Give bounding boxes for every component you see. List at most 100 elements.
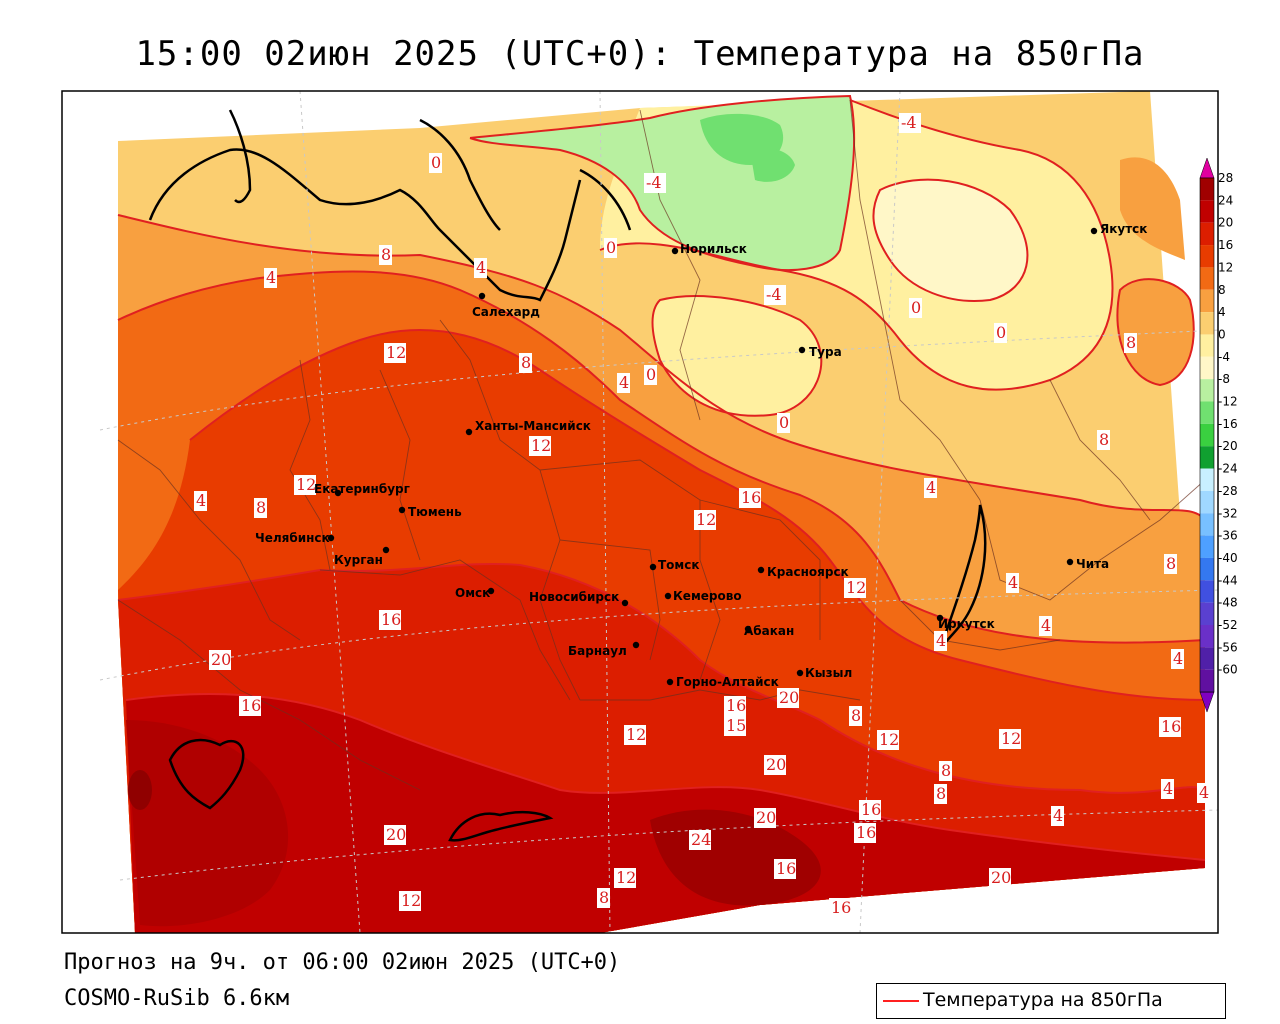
city-dot [478,292,486,300]
city-dot [1090,227,1098,235]
city-dot [632,641,640,649]
city-label: Красноярск [767,565,849,579]
city-dot [334,489,342,497]
city-label: Иркутск [938,617,995,631]
colorbar-tick-label: -60 [1218,663,1238,677]
isotherm-label-bg [617,373,630,393]
colorbar-swatch [1200,647,1214,670]
isotherm-label-bg [239,696,261,716]
isotherm-label: 16 [831,898,851,917]
isotherm-label-bg [1164,554,1177,574]
city-label: Кызыл [805,666,852,680]
colorbar-tick-label: 16 [1218,238,1233,252]
city-dot [671,247,679,255]
city-dot [465,428,473,436]
isotherm-label: 0 [911,298,921,317]
isotherm-label: 16 [1161,717,1181,736]
colorbar-swatch [1200,401,1214,424]
city-dot [664,592,672,600]
isotherm-label-bg [924,478,937,498]
temperature-field [118,91,1205,933]
colorbar-swatch [1200,178,1214,201]
isotherm-label: 4 [619,373,629,392]
isotherm-label-bg [399,891,421,911]
isotherm-label-bg [777,688,799,708]
model-footer: COSMO-RuSib 6.6км [64,986,290,1011]
graticule [99,91,1218,933]
city-dot [1066,558,1074,566]
colorbar-tick-label: -56 [1218,640,1238,654]
isotherm-label: 4 [936,631,946,650]
city-dot [757,566,765,574]
colorbar-tick-label: 4 [1218,305,1226,319]
colorbar-swatch [1200,289,1214,313]
legend: Температура на 850гПа [876,983,1226,1019]
isotherm-label: 4 [926,478,936,497]
isotherm-label-bg [604,238,617,258]
colorbar-tick-label: 12 [1218,260,1233,274]
isotherm-label-bg [1171,649,1184,669]
isotherm-label: 8 [1099,430,1109,449]
isotherm-label-bg [999,729,1021,749]
colorbar-tick-label: -48 [1218,596,1238,610]
isotherm-label: 4 [1199,783,1209,802]
isotherm-label-bg [644,365,657,385]
colorbar-swatch [1200,490,1214,514]
city-label: Кемерово [673,589,742,603]
isotherm-label: 12 [386,343,406,362]
city-dot [382,546,390,554]
isotherm-label-bg [989,868,1011,888]
isotherm-label-bg [854,823,876,843]
colorbar-swatch [1200,379,1214,402]
isotherm-label-bg [764,285,786,305]
isotherm-label: 12 [1001,729,1021,748]
city-label: Горно-Алтайск [676,675,779,689]
forecast-footer: Прогноз на 9ч. от 06:00 02июн 2025 (UTC+… [64,950,621,975]
colorbar-outline [1199,177,1215,693]
isotherm-label-bg [939,761,952,781]
city-label: Тюмень [408,505,462,519]
isotherm-label-bg [1161,779,1174,799]
colorbar-tick-label: -52 [1218,618,1238,632]
city-label: Ханты-Мансийск [475,419,591,433]
isotherm-label: 4 [1053,806,1063,825]
colorbar-swatch [1200,535,1214,558]
city-label: Чита [1076,557,1109,571]
isotherm-label: 0 [779,413,789,432]
isotherm-label-bg [1159,717,1181,737]
isotherm-label: 12 [296,475,316,494]
colorbar-tick-label: -40 [1218,551,1238,565]
colorbar-swatch [1200,625,1214,648]
isotherm-label: 4 [1163,779,1173,798]
isotherm-label-bg [519,353,532,373]
colorbar-tick-label: -32 [1218,506,1238,520]
legend-label: Температура на 850гПа [923,989,1163,1011]
isotherm-label: 12 [616,868,636,887]
colorbar-tick-label: -16 [1218,417,1238,431]
isotherm-label-bg [1039,616,1052,636]
isotherm-label-bg [829,898,851,918]
isotherm-label: -4 [901,113,917,132]
colorbar-tick-label: -12 [1218,395,1238,409]
isotherm-label: 8 [851,706,861,725]
map-frame [61,90,1219,934]
isotherm-label: 16 [861,800,881,819]
isotherm-label: 0 [431,153,441,172]
isotherm-label: 12 [846,578,866,597]
isotherm-lines [117,94,1206,861]
isotherm-label: 8 [941,761,951,780]
colorbar-swatch [1200,513,1214,536]
isotherm-label: 4 [1041,616,1051,635]
map-title: 15:00 02июн 2025 (UTC+0): Температура на… [135,34,1145,74]
colorbar-tick-label: -20 [1218,439,1238,453]
colorbar-swatch [1200,245,1214,268]
isotherm-label-bg [384,343,406,363]
isotherm-label: 20 [766,755,786,774]
isotherm-label-bg [724,716,746,736]
city-label: Тура [809,345,842,359]
isotherm-label-bg [724,696,746,716]
colorbar-swatch [1200,423,1214,447]
city-dot [744,625,752,633]
city-dot [327,534,335,542]
